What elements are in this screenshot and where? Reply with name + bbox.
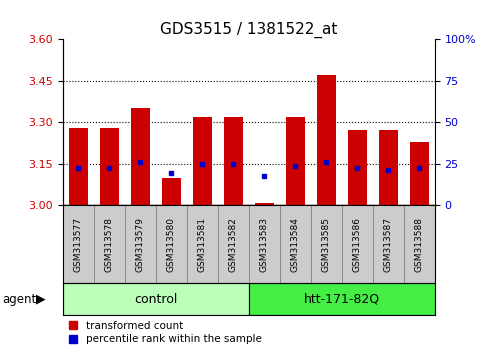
Bar — [410, 142, 428, 205]
Text: control: control — [134, 293, 177, 306]
Bar — [131, 108, 150, 205]
Bar — [317, 75, 336, 205]
Text: ▶: ▶ — [36, 293, 46, 306]
Bar — [224, 116, 242, 205]
Text: htt-171-82Q: htt-171-82Q — [304, 293, 380, 306]
Bar — [348, 131, 367, 205]
Bar — [249, 283, 435, 315]
Text: agent: agent — [2, 293, 37, 306]
Bar — [286, 116, 304, 205]
Text: GSM313582: GSM313582 — [229, 217, 238, 272]
Text: GSM313583: GSM313583 — [260, 217, 269, 272]
Text: GSM313578: GSM313578 — [105, 217, 114, 272]
Text: GSM313579: GSM313579 — [136, 217, 145, 272]
Text: GSM313581: GSM313581 — [198, 217, 207, 272]
Bar — [379, 131, 398, 205]
Bar — [69, 128, 87, 205]
Title: GDS3515 / 1381522_at: GDS3515 / 1381522_at — [160, 21, 338, 38]
Text: GSM313587: GSM313587 — [384, 217, 393, 272]
Text: GSM313577: GSM313577 — [74, 217, 83, 272]
Bar — [255, 202, 273, 205]
Text: GSM313585: GSM313585 — [322, 217, 331, 272]
Bar — [100, 128, 119, 205]
Legend: transformed count, percentile rank within the sample: transformed count, percentile rank withi… — [68, 320, 263, 345]
Bar — [162, 178, 181, 205]
Text: GSM313586: GSM313586 — [353, 217, 362, 272]
Text: GSM313584: GSM313584 — [291, 217, 300, 272]
Bar — [193, 116, 212, 205]
Text: GSM313588: GSM313588 — [415, 217, 424, 272]
Text: GSM313580: GSM313580 — [167, 217, 176, 272]
Bar — [63, 283, 249, 315]
